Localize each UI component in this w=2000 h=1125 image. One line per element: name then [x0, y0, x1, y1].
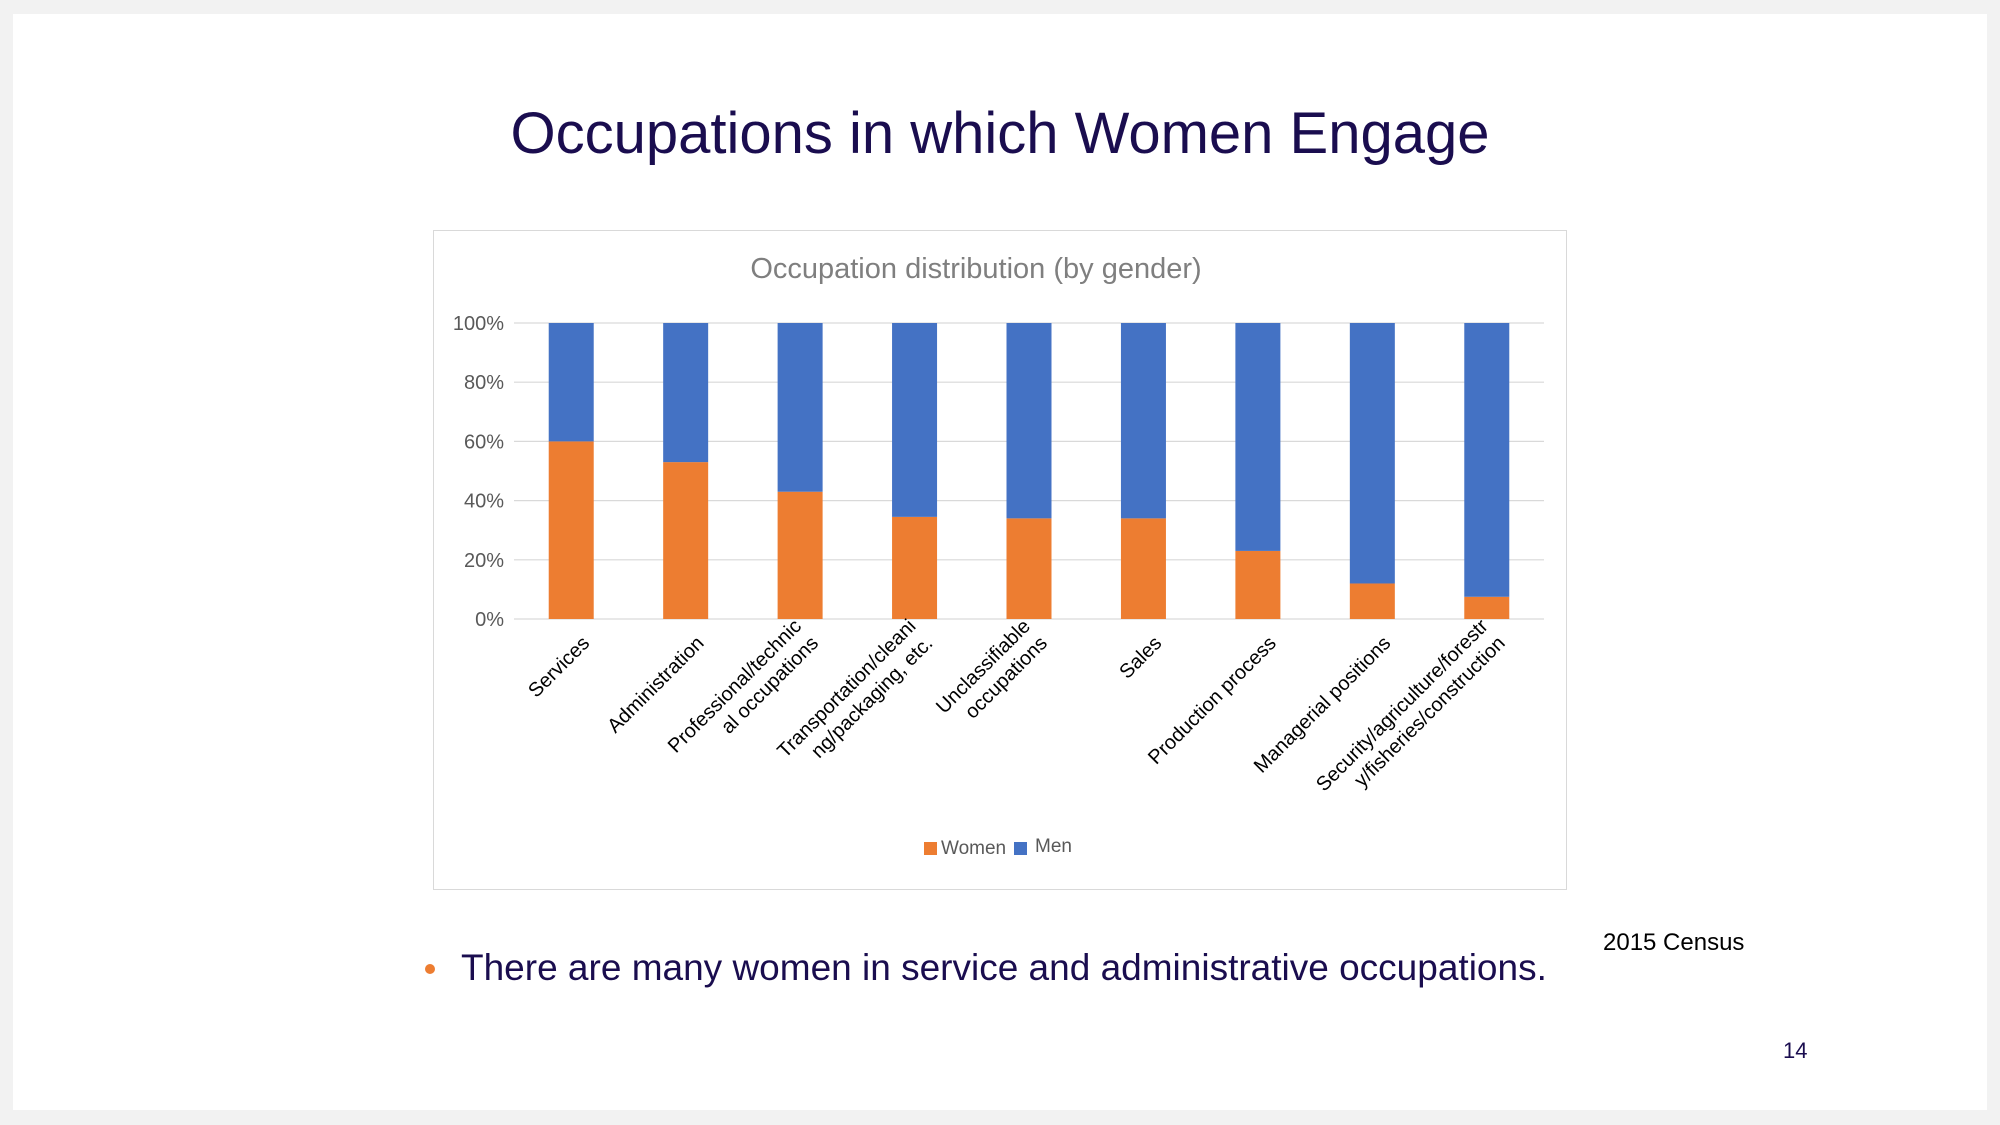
bar-women-2 — [777, 491, 823, 619]
legend-swatch-men — [1014, 842, 1027, 855]
x-tick-label-line: Production process — [1144, 632, 1281, 769]
source-note: 2015 Census — [1603, 929, 1745, 956]
bar-women-6 — [1235, 550, 1281, 619]
bullet-item: There are many women in service and admi… — [425, 947, 1547, 989]
bar-women-8 — [1464, 596, 1510, 619]
slide: Occupations in which Women Engage Occupa… — [13, 14, 1987, 1110]
bar-men-0 — [548, 323, 594, 442]
y-tick-label: 0% — [475, 609, 504, 631]
occupation-chart: Occupation distribution (by gender) 0% 20%… — [453, 253, 1544, 859]
x-tick-label-line: Sales — [1115, 632, 1166, 683]
y-tick-label: 100% — [453, 313, 504, 335]
bar-women-4 — [1006, 518, 1052, 619]
y-tick-label: 40% — [464, 491, 504, 513]
bar-men-6 — [1235, 323, 1281, 551]
x-tick-label: Transportation/cleaning/packaging, etc. — [773, 615, 937, 779]
bullet-dot-icon — [425, 964, 435, 974]
bar-men-4 — [1006, 323, 1052, 519]
bar-women-3 — [892, 516, 938, 619]
x-tick-label: Unclassifiableoccupations — [932, 615, 1052, 735]
chart-title: Occupation distribution (by gender) — [750, 253, 1201, 285]
bar-women-5 — [1120, 518, 1166, 619]
x-tick-label: Sales — [1115, 632, 1166, 683]
page-number: 14 — [1783, 1038, 1808, 1063]
x-tick-label: Security/agriculture/forestry/fisheries/… — [1312, 615, 1510, 813]
legend-label-men: Men — [1035, 836, 1072, 857]
bar-women-7 — [1349, 583, 1395, 619]
y-tick-label: 60% — [464, 431, 504, 453]
x-tick-label-line: Security/agriculture/forestr — [1312, 615, 1493, 796]
slide-title: Occupations in which Women Engage — [510, 101, 1490, 166]
x-tick-label-line: Services — [524, 632, 594, 702]
x-tick-label: Services — [524, 632, 594, 702]
bar-men-5 — [1120, 323, 1166, 519]
bar-men-1 — [663, 323, 709, 463]
bar-men-2 — [777, 323, 823, 492]
bar-women-0 — [548, 441, 594, 619]
bullet-text: There are many women in service and admi… — [461, 947, 1547, 988]
y-tick-label: 20% — [464, 550, 504, 572]
y-tick-label: 80% — [464, 372, 504, 394]
legend-swatch-women — [924, 842, 937, 855]
chart-frame: Occupation distribution (by gender) 0% 20%… — [433, 230, 1567, 890]
x-tick-label: Production process — [1144, 632, 1281, 769]
bar-men-7 — [1349, 323, 1395, 584]
bar-women-1 — [663, 462, 709, 619]
bar-men-8 — [1464, 323, 1510, 597]
legend-label-women: Women — [941, 838, 1006, 859]
bar-men-3 — [892, 323, 938, 517]
